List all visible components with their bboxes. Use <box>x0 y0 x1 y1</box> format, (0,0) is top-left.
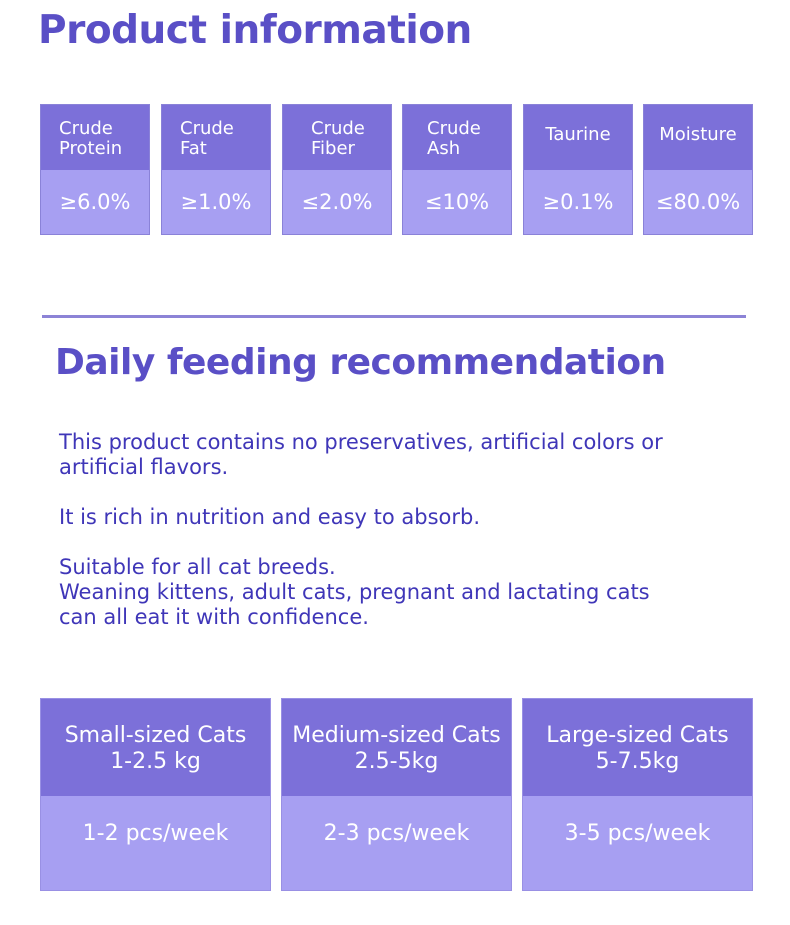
nutrient-crude-fiber: Crude Fiber ≤2.0% <box>282 104 392 235</box>
nutrient-taurine: Taurine ≥0.1% <box>523 104 633 235</box>
paragraph-line: Weaning kittens, adult cats, pregnant an… <box>59 580 650 604</box>
nutrient-label-line2: Ash <box>427 138 461 159</box>
nutrient-value: ≥1.0% <box>180 190 252 214</box>
paragraph-line: can all eat it with confidence. <box>59 605 369 629</box>
feeding-title: Daily feeding recommendation <box>55 342 666 383</box>
nutrient-label: Crude Ash <box>403 105 511 170</box>
nutrient-value: ≥6.0% <box>59 190 131 214</box>
paragraph-line: Suitable for all cat breeds. <box>59 555 336 579</box>
nutrient-label-line2: Fat <box>180 138 207 159</box>
nutrient-label: Crude Fiber <box>283 105 391 170</box>
nutrient-label-line1: Moisture <box>659 124 737 145</box>
nutrient-label-line2: Protein <box>59 138 123 159</box>
feeding-paragraph-nutrition: It is rich in nutrition and easy to abso… <box>59 505 480 530</box>
cat-size-label: Medium-sized Cats <box>292 723 501 748</box>
feeding-paragraph-preservatives: This product contains no preservatives, … <box>59 430 663 480</box>
feeding-amount: 1-2 pcs/week <box>82 821 229 846</box>
nutrient-value: ≤2.0% <box>301 190 373 214</box>
nutrient-value: ≤80.0% <box>655 190 741 214</box>
paragraph-line: artificial flavors. <box>59 455 229 479</box>
nutrient-value: ≤10% <box>424 190 490 214</box>
feeding-medium-cats: Medium-sized Cats 2.5-5kg 2-3 pcs/week <box>281 698 512 891</box>
nutrient-moisture: Moisture ≤80.0% <box>643 104 753 235</box>
nutrient-crude-ash: Crude Ash ≤10% <box>402 104 512 235</box>
cat-size-weight: 1-2.5 kg <box>110 749 201 774</box>
cat-size-header: Small-sized Cats 1-2.5 kg <box>41 699 270 796</box>
nutrient-label-line1: Taurine <box>545 124 611 145</box>
cat-size-header: Large-sized Cats 5-7.5kg <box>523 699 752 796</box>
feeding-paragraph-suitability: Suitable for all cat breeds. Weaning kit… <box>59 555 650 630</box>
paragraph-line: It is rich in nutrition and easy to abso… <box>59 505 480 529</box>
nutrient-value: ≥0.1% <box>542 190 614 214</box>
feeding-amount: 2-3 pcs/week <box>323 821 470 846</box>
feeding-small-cats: Small-sized Cats 1-2.5 kg 1-2 pcs/week <box>40 698 271 891</box>
nutrient-label-line1: Crude <box>59 118 113 139</box>
feeding-large-cats: Large-sized Cats 5-7.5kg 3-5 pcs/week <box>522 698 753 891</box>
nutrient-label: Taurine <box>524 105 632 170</box>
cat-size-header: Medium-sized Cats 2.5-5kg <box>282 699 511 796</box>
paragraph-line: This product contains no preservatives, … <box>59 430 663 454</box>
cat-size-weight: 2.5-5kg <box>354 749 439 774</box>
nutrient-label-line1: Crude <box>180 118 234 139</box>
nutrient-crude-fat: Crude Fat ≥1.0% <box>161 104 271 235</box>
nutrient-label: Moisture <box>644 105 752 170</box>
nutrient-label: Crude Fat <box>162 105 270 170</box>
cat-size-label: Small-sized Cats <box>64 723 247 748</box>
nutrient-label-line1: Crude <box>311 118 365 139</box>
product-information-title: Product information <box>38 8 472 53</box>
nutrient-label: Crude Protein <box>41 105 149 170</box>
section-divider <box>42 315 746 318</box>
cat-size-label: Large-sized Cats <box>546 723 729 748</box>
feeding-amount: 3-5 pcs/week <box>564 821 711 846</box>
nutrient-label-line2: Fiber <box>311 138 355 159</box>
nutrient-crude-protein: Crude Protein ≥6.0% <box>40 104 150 235</box>
cat-size-weight: 5-7.5kg <box>595 749 680 774</box>
nutrient-label-line1: Crude <box>427 118 481 139</box>
